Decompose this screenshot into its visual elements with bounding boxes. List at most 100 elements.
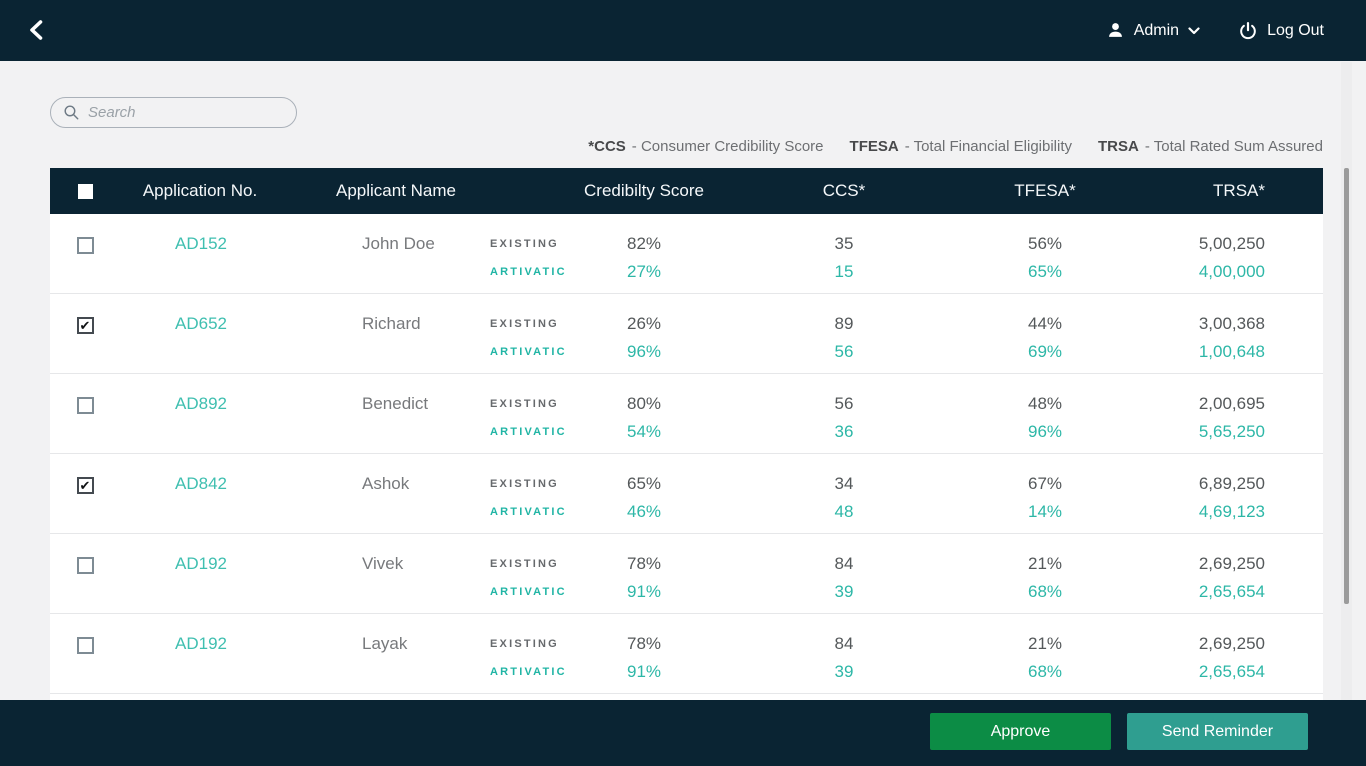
trsa-artivatic: 2,65,654: [1198, 582, 1265, 601]
back-button[interactable]: [20, 14, 52, 46]
scrollbar-thumb[interactable]: [1344, 168, 1349, 604]
credibility-score-existing: 78%: [626, 634, 662, 653]
table-header: Application No. Applicant Name Credibilt…: [50, 168, 1323, 214]
credibility-score-existing: 78%: [626, 554, 662, 573]
existing-label: EXISTING: [490, 478, 559, 490]
artivatic-label: ARTIVATIC: [490, 506, 567, 518]
trsa-artivatic: 5,65,250: [1198, 422, 1265, 441]
legend-tfesa: TFESA - Total Financial Eligibility: [849, 138, 1072, 155]
logout-button[interactable]: Log Out: [1238, 21, 1324, 41]
row-checkbox[interactable]: ✔: [76, 477, 94, 494]
person-icon: [1108, 23, 1122, 37]
tfesa-existing: 21%: [1027, 554, 1063, 573]
artivatic-label: ARTIVATIC: [490, 346, 567, 358]
tfesa-existing: 21%: [1027, 634, 1063, 653]
application-no-link[interactable]: AD192: [175, 634, 227, 653]
existing-label: EXISTING: [490, 398, 559, 410]
col-application-no: Application No.: [142, 181, 258, 200]
ccs-existing: 84: [834, 634, 854, 653]
ccs-artivatic: 48: [834, 502, 854, 521]
row-checkbox[interactable]: ✔: [76, 317, 94, 334]
col-trsa: TRSA*: [1213, 181, 1265, 200]
credibility-score-artivatic: 96%: [626, 342, 662, 361]
trsa-existing: 2,69,250: [1198, 634, 1265, 653]
table-row: AD192 Layak EXISTING ARTIVATIC 78% 91% 8…: [50, 614, 1323, 694]
approve-button[interactable]: Approve: [930, 713, 1111, 750]
tfesa-artivatic: 69%: [1027, 342, 1063, 361]
ccs-artivatic: 15: [834, 262, 854, 281]
application-no-link[interactable]: AD192: [175, 554, 227, 573]
row-checkbox[interactable]: [76, 237, 94, 254]
ccs-artivatic: 36: [834, 422, 854, 441]
existing-label: EXISTING: [490, 318, 559, 330]
admin-label: Admin: [1133, 21, 1180, 39]
action-bar: Approve Send Reminder: [0, 700, 1366, 766]
application-no-link[interactable]: AD652: [175, 314, 227, 333]
table-row: ✔ AD842 Ashok EXISTING ARTIVATIC 65% 46%…: [50, 454, 1323, 534]
ccs-artivatic: 56: [834, 342, 854, 361]
table-row: ✔ AD652 Richard EXISTING ARTIVATIC 26% 9…: [50, 294, 1323, 374]
legend: *CCS - Consumer Credibility Score TFESA …: [588, 138, 1323, 155]
trsa-existing: 5,00,250: [1198, 234, 1265, 253]
applications-table: Application No. Applicant Name Credibilt…: [50, 168, 1323, 700]
search-input[interactable]: [50, 97, 297, 128]
application-no-link[interactable]: AD892: [175, 394, 227, 413]
credibility-score-artivatic: 91%: [626, 582, 662, 601]
search-box: [50, 97, 297, 128]
existing-label: EXISTING: [490, 238, 559, 250]
row-checkbox[interactable]: [76, 397, 94, 414]
tfesa-existing: 44%: [1027, 314, 1063, 333]
ccs-existing: 89: [834, 314, 854, 333]
select-all-checkbox[interactable]: [77, 183, 93, 199]
logout-label: Log Out: [1267, 21, 1324, 39]
admin-menu[interactable]: Admin: [1106, 21, 1200, 40]
credibility-score-artivatic: 27%: [626, 262, 662, 281]
chevron-down-icon: [1188, 26, 1200, 34]
table-body: AD152 John Doe EXISTING ARTIVATIC 82% 27…: [50, 214, 1323, 694]
applicant-name: Benedict: [362, 394, 429, 413]
credibility-score-artivatic: 54%: [626, 422, 662, 441]
col-tfesa: TFESA*: [1014, 181, 1076, 200]
ccs-existing: 34: [834, 474, 854, 493]
top-navbar: Admin Log Out: [0, 0, 1366, 61]
tfesa-artivatic: 65%: [1027, 262, 1063, 281]
tfesa-existing: 56%: [1027, 234, 1063, 253]
ccs-artivatic: 39: [834, 662, 854, 681]
tfesa-artivatic: 96%: [1027, 422, 1063, 441]
credibility-score-artivatic: 91%: [626, 662, 662, 681]
trsa-artivatic: 4,00,000: [1198, 262, 1265, 281]
trsa-artivatic: 4,69,123: [1198, 502, 1265, 521]
tfesa-artivatic: 68%: [1027, 662, 1063, 681]
col-applicant-name: Applicant Name: [335, 181, 456, 200]
row-checkbox[interactable]: [76, 557, 94, 574]
application-no-link[interactable]: AD152: [175, 234, 227, 253]
credibility-score-existing: 65%: [626, 474, 662, 493]
legend-trsa: TRSA - Total Rated Sum Assured: [1098, 138, 1323, 155]
artivatic-label: ARTIVATIC: [490, 666, 567, 678]
credibility-score-existing: 26%: [626, 314, 662, 333]
legend-ccs: *CCS - Consumer Credibility Score: [588, 138, 824, 155]
table-row: AD192 Vivek EXISTING ARTIVATIC 78% 91% 8…: [50, 534, 1323, 614]
credibility-score-artivatic: 46%: [626, 502, 662, 521]
applicant-name: Vivek: [362, 554, 404, 573]
ccs-existing: 35: [834, 234, 854, 253]
applicant-name: Layak: [362, 634, 408, 653]
credibility-score-existing: 80%: [626, 394, 662, 413]
trsa-existing: 2,69,250: [1198, 554, 1265, 573]
table-row: AD152 John Doe EXISTING ARTIVATIC 82% 27…: [50, 214, 1323, 294]
row-checkbox[interactable]: [76, 637, 94, 654]
applicant-name: Ashok: [362, 474, 410, 493]
tfesa-existing: 48%: [1027, 394, 1063, 413]
trsa-existing: 2,00,695: [1198, 394, 1265, 413]
table-row: AD892 Benedict EXISTING ARTIVATIC 80% 54…: [50, 374, 1323, 454]
scrollbar-track[interactable]: [1341, 62, 1352, 700]
ccs-existing: 84: [834, 554, 854, 573]
ccs-existing: 56: [834, 394, 854, 413]
tfesa-artivatic: 68%: [1027, 582, 1063, 601]
tfesa-existing: 67%: [1027, 474, 1063, 493]
tfesa-artivatic: 14%: [1027, 502, 1063, 521]
application-no-link[interactable]: AD842: [175, 474, 227, 493]
artivatic-label: ARTIVATIC: [490, 586, 567, 598]
col-credibility-score: Credibilty Score: [584, 181, 704, 200]
send-reminder-button[interactable]: Send Reminder: [1127, 713, 1308, 750]
